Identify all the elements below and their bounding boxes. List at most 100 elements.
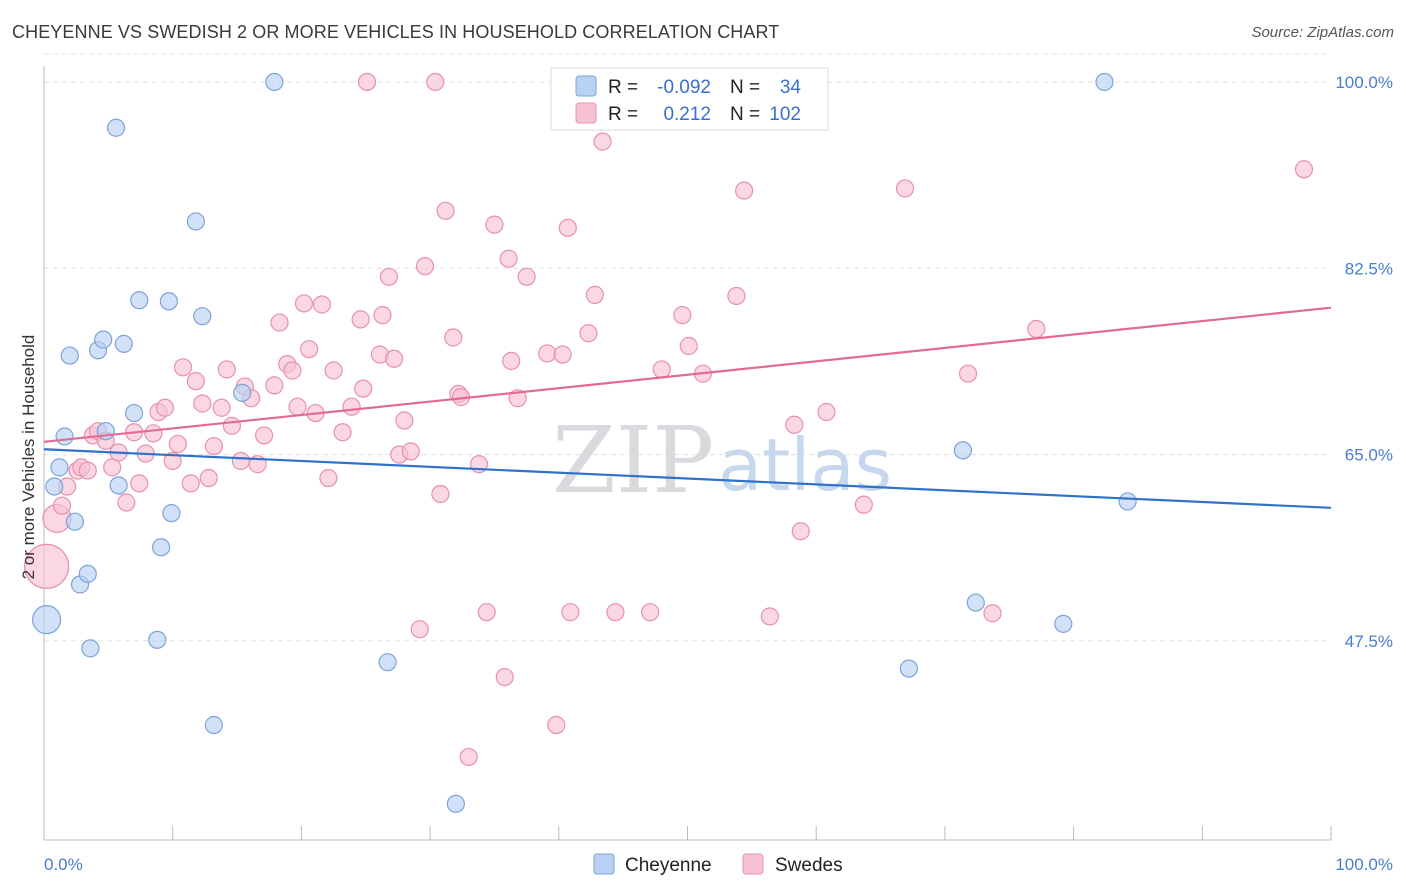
legend-n-label-swedes: N = <box>730 104 760 125</box>
cheyenne-point <box>204 715 223 735</box>
cheyenne-point <box>81 639 100 658</box>
cheyenne-point <box>45 477 64 496</box>
swedes-point <box>294 294 314 313</box>
cheyenne-point <box>953 441 973 460</box>
cheyenne-point <box>233 383 252 402</box>
swedes-point <box>283 361 302 380</box>
y-tick-label: 47.5% <box>1345 632 1393 651</box>
bottom-legend-cheyenne: Cheyenne <box>625 855 712 876</box>
y-tick-labels: 47.5% 65.0% 82.5% 100.0% <box>1335 73 1393 651</box>
swedes-point <box>351 310 370 329</box>
swedes-point <box>319 468 338 488</box>
cheyenne-point <box>130 291 149 310</box>
cheyenne-point <box>65 512 84 531</box>
swedes-point <box>735 181 754 200</box>
cheyenne-point <box>114 334 133 353</box>
swedes-point <box>459 747 478 767</box>
legend-n-value-cheyenne: 34 <box>780 77 802 98</box>
cheyenne-point <box>31 605 62 635</box>
legend-swatch-swedes <box>575 102 597 124</box>
swedes-point <box>983 604 1002 623</box>
y-axis-label: 2 or more Vehicles in Household <box>19 335 38 580</box>
watermark-zip: ZIP <box>552 407 714 514</box>
swedes-point <box>186 372 205 391</box>
legend-n-label-cheyenne: N = <box>730 77 760 98</box>
y-tick-label: 82.5% <box>1345 259 1393 278</box>
chart-title: CHEYENNE VS SWEDISH 2 OR MORE VEHICLES I… <box>12 22 780 42</box>
cheyenne-point <box>94 330 113 349</box>
swedes-point <box>561 603 580 622</box>
swedes-point <box>373 306 392 325</box>
y-tick-label: 100.0% <box>1335 73 1393 92</box>
cheyenne-point <box>106 118 126 137</box>
swedes-point <box>395 411 414 430</box>
swedes-point <box>181 474 200 493</box>
swedes-point <box>854 495 873 514</box>
cheyenne-point <box>265 72 284 92</box>
cheyenne-point <box>55 427 74 446</box>
bottom-legend-swatch-cheyenne <box>593 853 615 875</box>
swedes-point <box>817 402 836 422</box>
swedes-point <box>288 397 307 416</box>
swedes-point <box>144 424 163 443</box>
swedes-point <box>485 215 504 234</box>
legend-r-value-cheyenne: -0.092 <box>657 77 711 98</box>
swedes-point <box>593 132 612 151</box>
swedes-point <box>410 620 429 639</box>
cheyenne-point <box>899 659 918 678</box>
legend-r-value-swedes: 0.212 <box>663 104 711 125</box>
cheyenne-point <box>966 593 985 612</box>
axes <box>43 66 1332 841</box>
swedes-point <box>673 306 692 325</box>
cheyenne-point <box>446 794 465 813</box>
swedes-point <box>384 349 404 368</box>
swedes-point <box>585 285 604 304</box>
swedes-point <box>785 415 804 434</box>
cheyenne-point <box>1054 614 1073 633</box>
swedes-point <box>558 218 577 237</box>
cheyenne-point <box>162 504 181 523</box>
swedes-point <box>499 249 518 268</box>
x-tick-label-start: 0.0% <box>44 855 83 874</box>
swedes-point <box>679 336 698 356</box>
cheyenne-point <box>152 538 171 557</box>
swedes-point <box>727 286 746 306</box>
swedes-point <box>477 603 496 622</box>
bottom-legend-swatch-swedes <box>742 853 764 875</box>
swedes-point <box>204 436 223 456</box>
swedes-point <box>436 201 455 220</box>
swedes-point <box>324 361 343 380</box>
swedes-point <box>760 607 779 626</box>
swedes-point <box>117 493 136 512</box>
swedes-point <box>222 416 242 435</box>
cheyenne-point <box>124 403 144 423</box>
swedes-point <box>23 543 70 589</box>
watermark-atlas: atlas <box>718 423 892 507</box>
cheyenne-point <box>148 630 167 649</box>
swedes-point <box>958 364 978 383</box>
swedes-point <box>426 72 445 92</box>
swedes-point <box>217 360 236 379</box>
swedes-point <box>155 398 175 417</box>
swedes-point <box>173 358 193 377</box>
swedes-point <box>431 484 450 504</box>
bottom-legend: Cheyenne Swedes <box>593 853 843 876</box>
x-tick-labels: 0.0% 100.0% <box>44 855 1393 874</box>
cheyenne-point <box>159 292 178 311</box>
legend-n-value-swedes: 102 <box>769 104 801 125</box>
legend-box <box>550 67 829 131</box>
swedes-point <box>444 328 463 347</box>
legend-r-label-cheyenne: R = <box>608 77 638 98</box>
swedes-point <box>52 496 72 515</box>
cheyenne-point <box>1118 492 1137 511</box>
swedes-point <box>517 267 536 286</box>
y-tick-label: 65.0% <box>1345 446 1393 465</box>
swedes-point <box>78 461 97 480</box>
swedes-point <box>333 423 352 442</box>
cheyenne-point <box>1095 72 1114 92</box>
cheyenne-point <box>50 458 69 477</box>
cheyenne-point <box>186 212 205 231</box>
swedes-point <box>791 522 810 541</box>
swedes-point <box>1294 160 1314 179</box>
